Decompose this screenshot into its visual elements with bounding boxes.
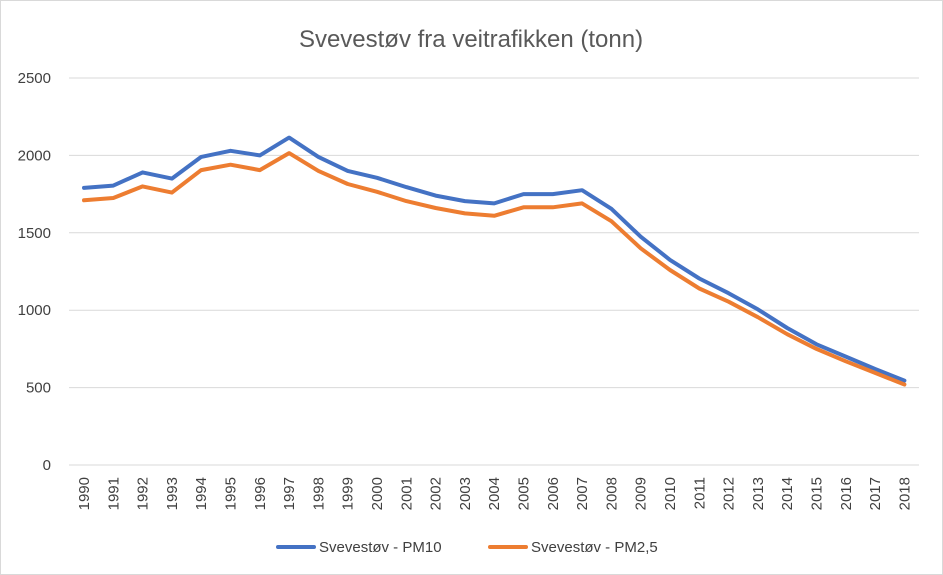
x-tick-label: 1999 bbox=[340, 477, 357, 510]
x-tick-label: 1992 bbox=[135, 477, 152, 510]
x-tick-label: 2016 bbox=[838, 477, 855, 510]
chart-title: Svevestøv fra veitrafikken (tonn) bbox=[299, 26, 643, 53]
y-tick-label: 1500 bbox=[18, 225, 51, 242]
y-tick-label: 0 bbox=[43, 457, 51, 474]
gridlines bbox=[69, 77, 919, 466]
series-line-1 bbox=[82, 151, 907, 387]
x-tick-label: 2013 bbox=[750, 477, 767, 510]
x-tick-label: 1997 bbox=[281, 477, 298, 510]
x-tick-label: 2010 bbox=[662, 477, 679, 510]
x-tick-label: 2002 bbox=[428, 477, 445, 510]
x-tick-label: 2017 bbox=[867, 477, 884, 510]
x-tick-label: 2015 bbox=[809, 477, 826, 510]
x-tick-label: 2005 bbox=[516, 477, 533, 510]
x-tick-label: 2007 bbox=[574, 477, 591, 510]
x-tick-label: 2018 bbox=[896, 477, 913, 510]
x-tick-label: 2003 bbox=[457, 477, 474, 510]
x-tick-label: 1995 bbox=[223, 477, 240, 510]
x-tick-label: 2008 bbox=[603, 477, 620, 510]
y-tick-label: 500 bbox=[26, 380, 51, 397]
x-tick-label: 2014 bbox=[779, 477, 796, 510]
x-tick-label: 1994 bbox=[193, 477, 210, 510]
x-tick-label: 2001 bbox=[398, 477, 415, 510]
x-tick-label: 1990 bbox=[76, 477, 93, 510]
x-tick-label: 1991 bbox=[105, 477, 122, 510]
x-tick-label: 2004 bbox=[486, 477, 503, 510]
legend: Svevestøv - PM10 Svevestøv - PM2,5 bbox=[276, 539, 658, 556]
x-tick-label: 2006 bbox=[545, 477, 562, 510]
y-tick-label: 2000 bbox=[18, 147, 51, 164]
series-line-0 bbox=[82, 135, 907, 383]
y-tick-label: 1000 bbox=[18, 302, 51, 319]
x-tick-label: 1998 bbox=[310, 477, 327, 510]
x-tick-label: 1996 bbox=[252, 477, 269, 510]
legend-label-0: Svevestøv - PM10 bbox=[319, 539, 442, 556]
x-axis-ticks: 1990 1991 1992 1993 1994 1995 1996 1997 1998 1999… bbox=[76, 477, 913, 510]
x-tick-label: 2000 bbox=[369, 477, 386, 510]
x-tick-label: 1993 bbox=[164, 477, 181, 510]
y-axis-ticks: 0 500 1000 1500 2000 2500 bbox=[18, 70, 51, 474]
x-tick-label: 2012 bbox=[721, 477, 738, 510]
y-tick-label: 2500 bbox=[18, 70, 51, 87]
x-tick-label: 2011 bbox=[691, 477, 708, 509]
legend-label-1: Svevestøv - PM2,5 bbox=[531, 539, 658, 556]
x-tick-label: 2009 bbox=[633, 477, 650, 510]
series-lines bbox=[82, 135, 907, 387]
